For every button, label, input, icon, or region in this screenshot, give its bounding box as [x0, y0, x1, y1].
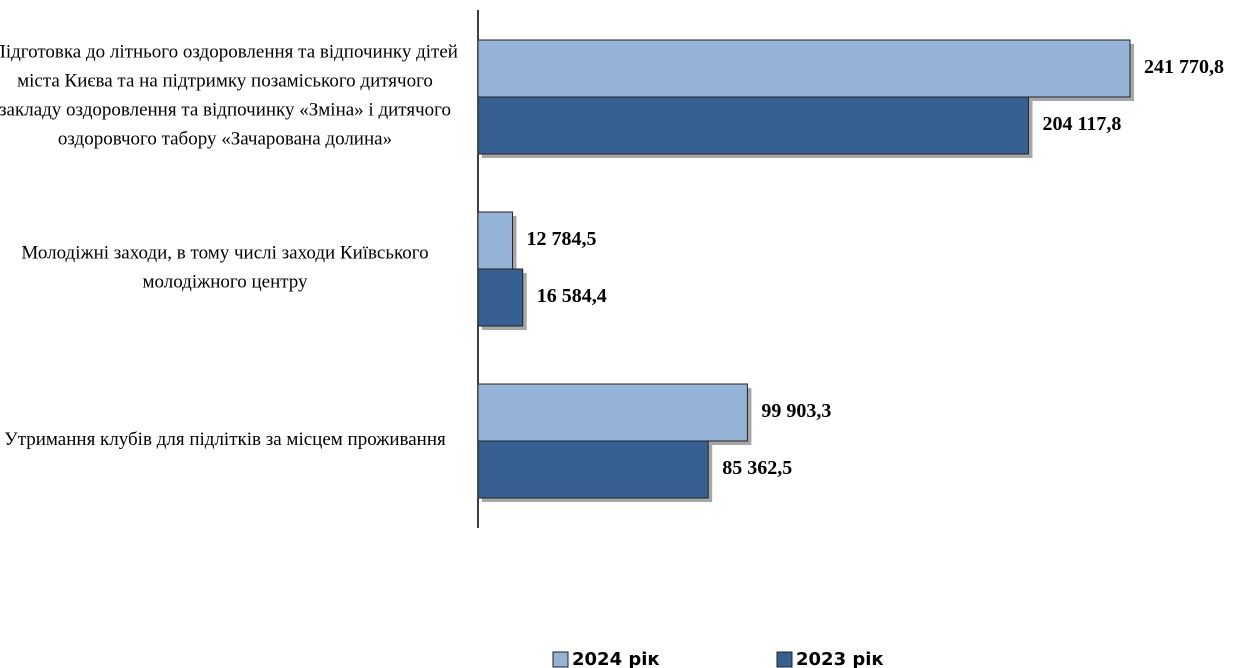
category-label: Молодіжні заходи, в тому числі заходи Ки…: [21, 243, 428, 293]
bar: [477, 39, 1131, 98]
bar: [477, 383, 748, 442]
bar: [477, 96, 1029, 155]
category-label: Утримання клубів для підлітків за місцем…: [4, 429, 446, 450]
bar: [477, 268, 524, 327]
legend-swatch: [552, 651, 569, 668]
data-label: 99 903,3: [761, 400, 831, 422]
data-label: 204 117,8: [1042, 113, 1121, 135]
category-label: Підготовка до літнього оздоровлення та в…: [0, 42, 458, 150]
bar: [477, 440, 709, 499]
data-label: 85 362,5: [722, 457, 792, 479]
data-label: 241 770,8: [1144, 56, 1224, 78]
bar: [477, 211, 513, 270]
data-label: 12 784,5: [526, 228, 596, 250]
legend-swatch: [776, 651, 793, 668]
legend-label: 2023 рік: [796, 649, 884, 668]
legend-label: 2024 рік: [572, 649, 660, 668]
data-label: 16 584,4: [537, 285, 607, 307]
